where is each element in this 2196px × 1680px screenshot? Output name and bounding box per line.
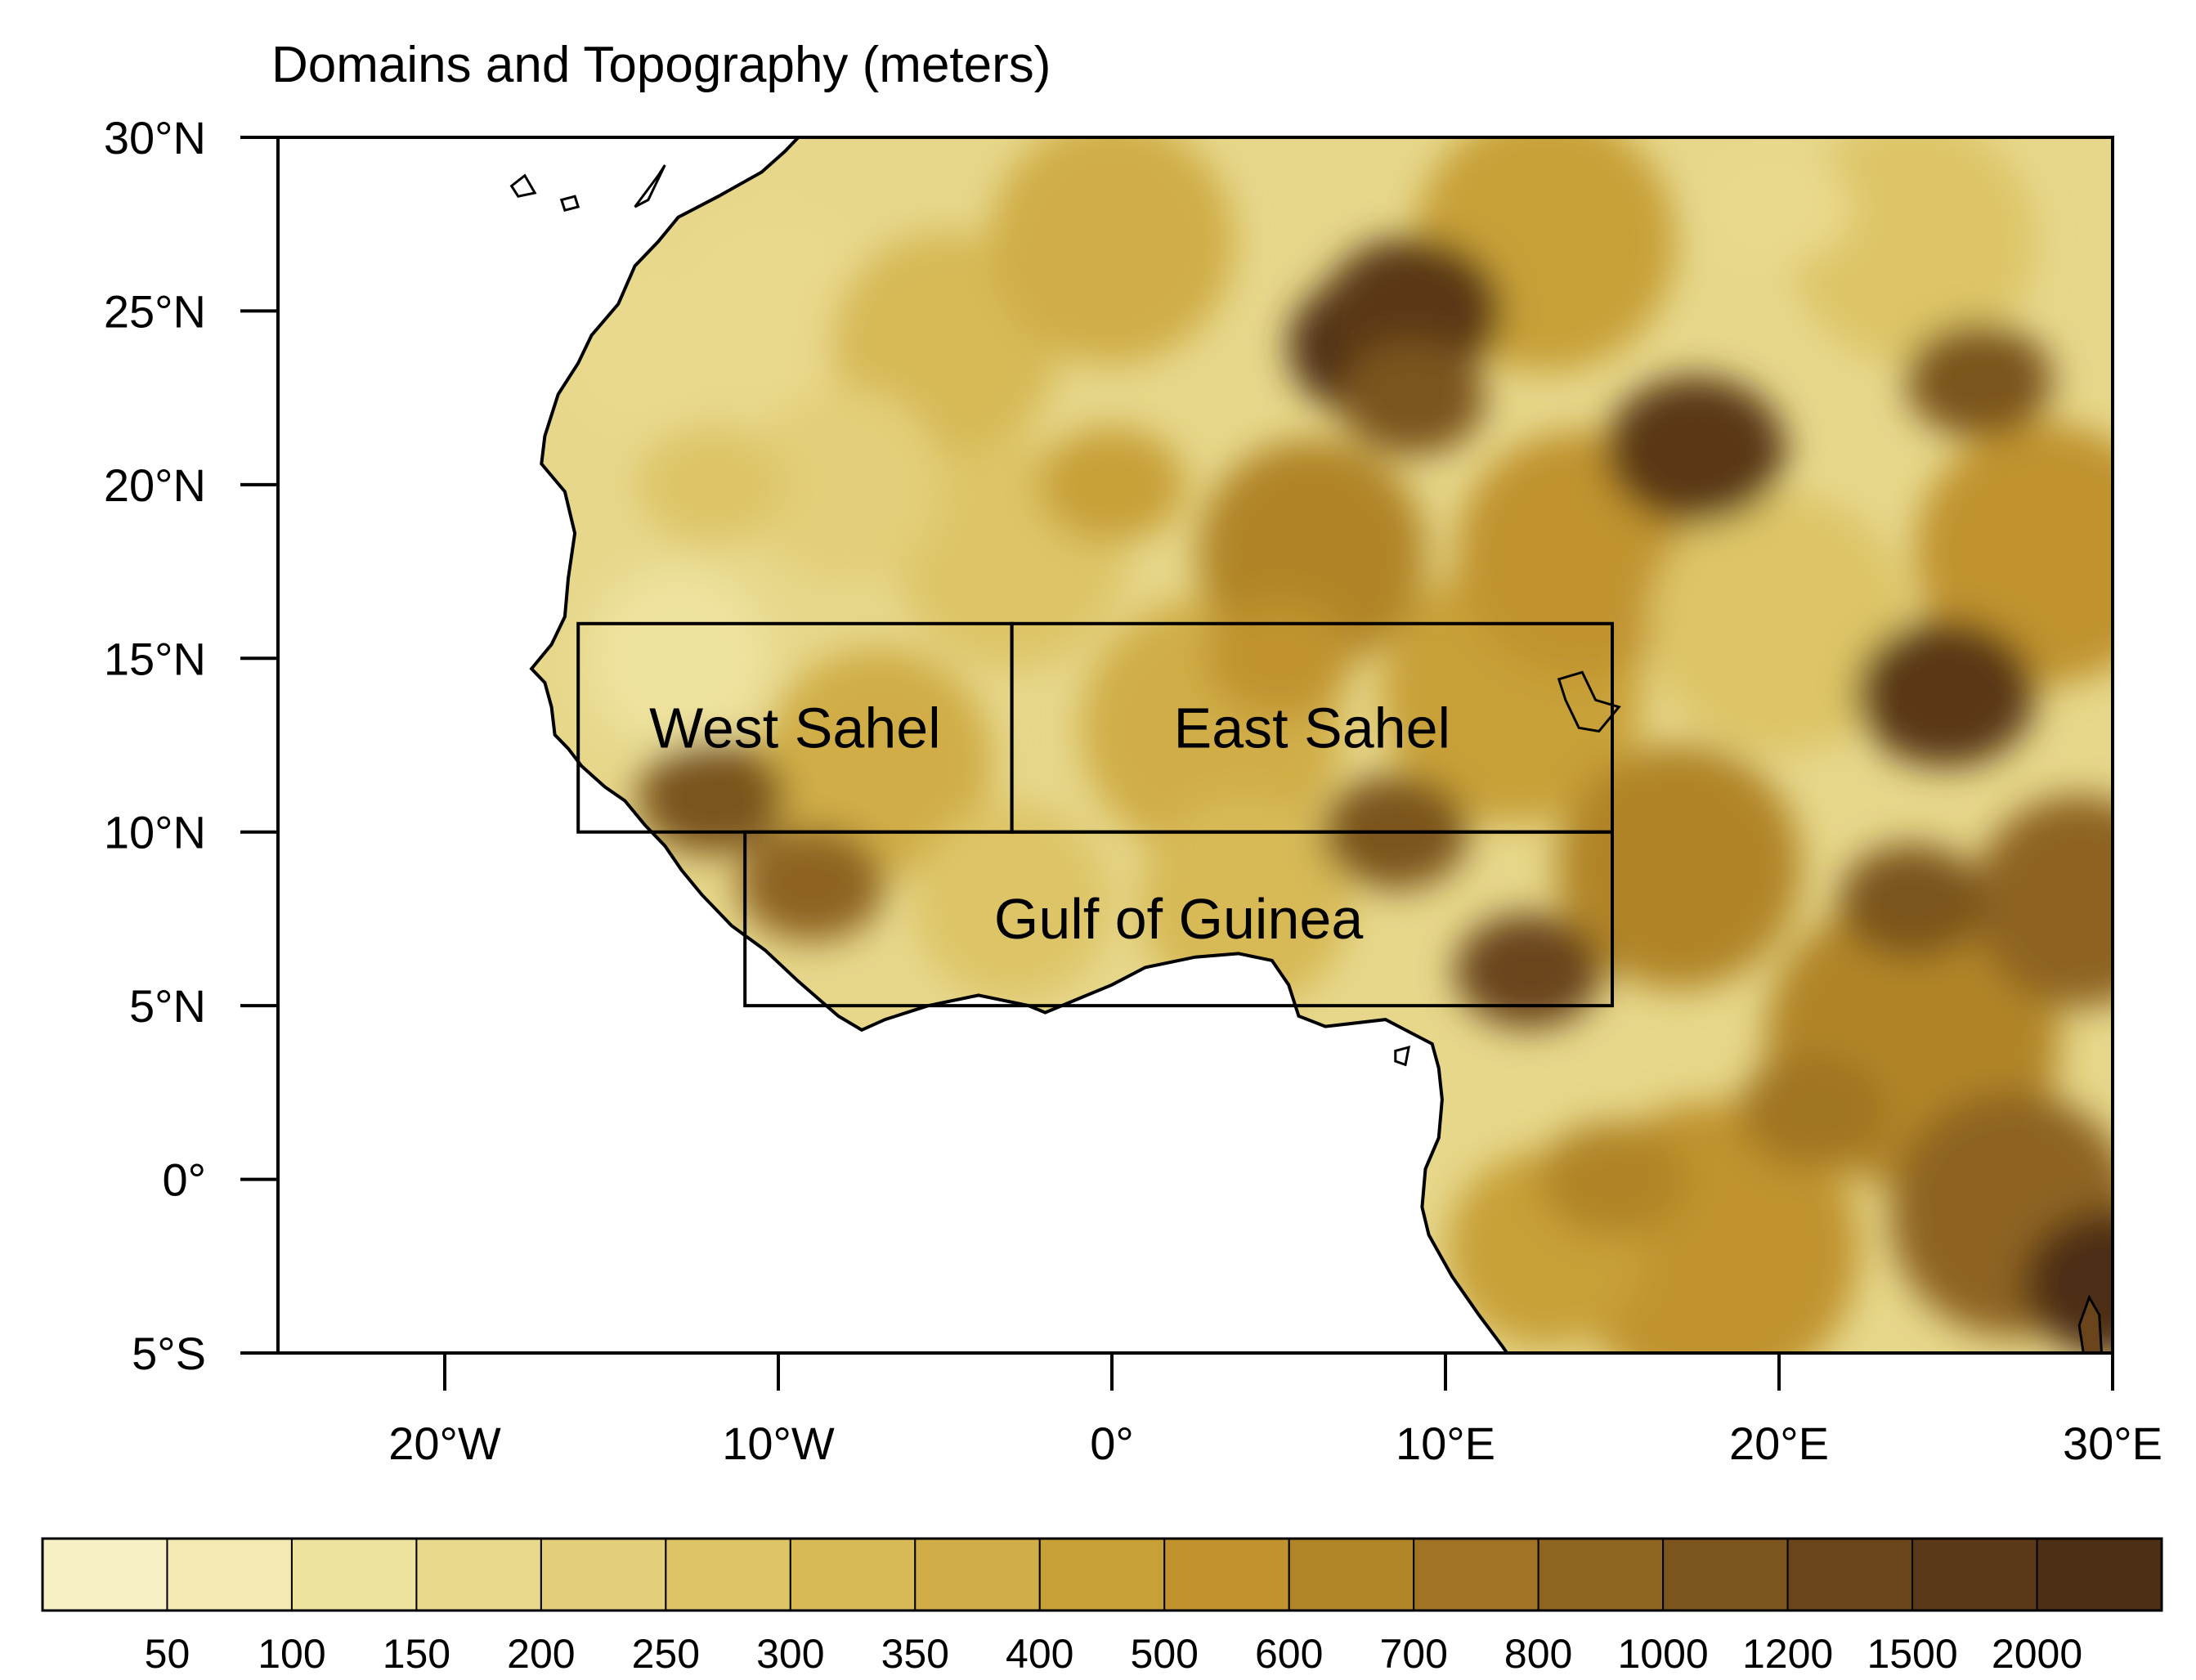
colorbar-swatch (290, 1538, 418, 1611)
colorbar-label: 200 (507, 1631, 575, 1677)
longitude-axis: 20°W 10°W 0° 10°E 20°E 30°E (388, 1353, 2162, 1469)
lon-tick-label: 0° (1090, 1418, 1134, 1469)
colorbar-swatch (1911, 1538, 2038, 1611)
topography-feature (1539, 1122, 1686, 1237)
plot-frame (276, 136, 2114, 1355)
colorbar-label: 400 (1006, 1631, 1073, 1677)
lake-chad-outline (1557, 670, 1621, 733)
lon-tick-label: 30°E (2063, 1418, 2162, 1469)
colorbar-swatch (1288, 1538, 1415, 1611)
lon-tick-label: 10°E (1396, 1418, 1495, 1469)
topography-feature (1338, 340, 1486, 455)
colorbar-swatch (1413, 1538, 1539, 1611)
colorbar: 50 100 150 200 250 300 350 400 500 600 700 800 1000 1… (41, 1537, 2163, 1677)
colorbar-swatch (1537, 1538, 1665, 1611)
colorbar-swatch (540, 1538, 667, 1611)
island-outline (634, 164, 666, 208)
colorbar-label: 500 (1131, 1631, 1199, 1677)
colorbar-swatch (415, 1538, 542, 1611)
coastline (529, 137, 1509, 1353)
domain-boxes (576, 621, 1615, 1008)
topography-feature (2023, 1210, 2113, 1353)
topography-region (764, 647, 993, 877)
topography-feature (1606, 376, 1786, 524)
colorbar-label: 800 (1504, 1631, 1572, 1677)
colorbar-swatch (914, 1538, 1041, 1611)
colorbar-swatch (1163, 1538, 1290, 1611)
lat-tick-label: 10°N (104, 807, 206, 858)
colorbar-label: 1200 (1742, 1631, 1833, 1677)
lon-tick-label: 20°W (388, 1418, 501, 1469)
topography-region (913, 803, 1110, 1000)
topography-feature (1856, 619, 2036, 767)
topography-feature (1905, 323, 2053, 438)
topography-feature (1322, 237, 1503, 385)
colorbar-swatch (42, 1538, 168, 1611)
colorbar-swatch (1786, 1538, 1914, 1611)
colorbar-frame (41, 1537, 2163, 1612)
topography-region (1973, 795, 2113, 1008)
island-outline (559, 195, 580, 213)
topography-region (680, 213, 876, 410)
colorbar-label: 250 (632, 1631, 700, 1677)
colorbar-swatch (1038, 1538, 1166, 1611)
lat-tick-label: 5°S (132, 1328, 206, 1379)
lon-tick-label: 20°E (1729, 1418, 1829, 1469)
topography-feature (1738, 1052, 1886, 1167)
latitude-axis: 30°N 25°N 20°N 15°N 10°N 5°N 0° 5°S (104, 112, 278, 1379)
topography-region (989, 137, 1235, 365)
colorbar-swatch (665, 1538, 791, 1611)
lon-tick-label: 10°W (722, 1418, 835, 1469)
colorbar-swatch (1662, 1538, 1789, 1611)
colorbar-label: 300 (756, 1631, 824, 1677)
topography-region (1556, 744, 1802, 990)
domain-labels: West Sahel East Sahel Gulf of Guinea (649, 696, 1450, 951)
colorbar-label: 700 (1379, 1631, 1447, 1677)
domain-label: Gulf of Guinea (994, 887, 1363, 951)
colorbar-swatch (166, 1538, 293, 1611)
islands (509, 164, 2104, 1353)
land-topography (531, 137, 2113, 1353)
island-outline (509, 173, 537, 198)
colorbar-label: 1500 (1867, 1631, 1957, 1677)
topography-region (1139, 795, 1352, 1008)
topography-feature (1705, 149, 1853, 264)
topography-features (562, 137, 2113, 1353)
domain-box (743, 830, 1615, 1008)
colorbar-label: 350 (881, 1631, 949, 1677)
topography-region (1790, 137, 2036, 365)
colorbar-swatch (2036, 1538, 2162, 1611)
island-outline (1394, 1046, 1411, 1067)
topography-feature (737, 827, 885, 942)
colorbar-swatch (789, 1538, 916, 1611)
lat-tick-label: 25°N (104, 285, 206, 337)
topography-feature (1839, 844, 1987, 959)
domain-label: East Sahel (1174, 696, 1451, 759)
lat-tick-label: 20°N (104, 459, 206, 511)
topography-feature (1455, 913, 1602, 1028)
colorbar-label: 2000 (1992, 1631, 2082, 1677)
map-title: Domains and Topography (meters) (271, 37, 1051, 93)
topography-feature (638, 740, 786, 855)
colorbar-label: 150 (383, 1631, 450, 1677)
domain-label: West Sahel (649, 696, 941, 759)
colorbar-label: 100 (258, 1631, 325, 1677)
topography-region (588, 568, 769, 749)
topography-feature (638, 427, 786, 542)
topography-region (746, 386, 943, 583)
colorbar-label: 50 (145, 1631, 190, 1677)
lat-tick-label: 30°N (104, 112, 206, 164)
topography-feature (1205, 601, 1352, 716)
lake-tanganyika-outline (2077, 1294, 2104, 1353)
lat-tick-label: 15°N (104, 633, 206, 684)
topography-region (1648, 492, 1910, 755)
lat-tick-label: 5°N (129, 980, 206, 1032)
lat-tick-label: 0° (162, 1154, 206, 1206)
colorbar-label: 1000 (1618, 1631, 1709, 1677)
topography-feature (1038, 427, 1185, 542)
colorbar-label: 600 (1255, 1631, 1323, 1677)
